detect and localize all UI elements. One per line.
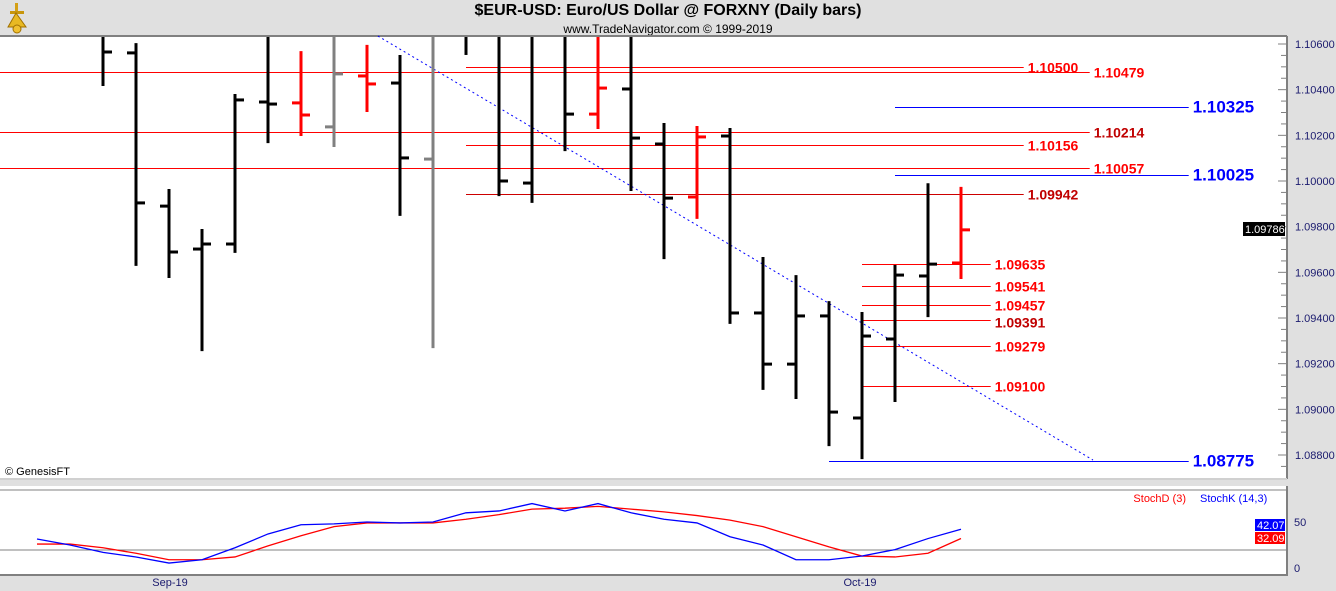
ohlc-bar bbox=[622, 37, 640, 192]
chart-title: $EUR-USD: Euro/US Dollar @ FORXNY (Daily… bbox=[475, 2, 862, 19]
ohlc-bar bbox=[952, 186, 970, 279]
level-label: 1.10325 bbox=[1193, 98, 1254, 117]
ohlc-bar bbox=[688, 125, 706, 219]
ohlc-bar bbox=[101, 37, 112, 87]
ohlc-bar bbox=[563, 37, 574, 152]
last-price: 1.09786 bbox=[1245, 224, 1285, 236]
svg-text:32.09: 32.09 bbox=[1257, 533, 1285, 545]
level-label: 1.09457 bbox=[995, 298, 1046, 314]
level-label: 1.10479 bbox=[1094, 65, 1145, 81]
price-tick-label: 1.10400 bbox=[1295, 85, 1335, 97]
level-label: 1.10057 bbox=[1094, 161, 1145, 177]
ohlc-bar bbox=[391, 54, 409, 216]
ohlc-bar bbox=[754, 257, 772, 390]
price-tick-label: 1.08800 bbox=[1295, 450, 1335, 462]
trendline-dotted bbox=[377, 35, 1094, 461]
ohlc-bar bbox=[160, 188, 178, 279]
level-label: 1.10500 bbox=[1028, 60, 1079, 76]
price-tick-label: 1.09000 bbox=[1295, 404, 1335, 416]
ohlc-bar bbox=[325, 37, 343, 147]
level-label: 1.08775 bbox=[1193, 452, 1254, 471]
price-tick-label: 1.09400 bbox=[1295, 313, 1335, 325]
stochd-line bbox=[37, 505, 962, 561]
price-tick-label: 1.09800 bbox=[1295, 222, 1335, 234]
level-label: 1.10156 bbox=[1028, 138, 1079, 154]
level-label: 1.09391 bbox=[995, 315, 1046, 331]
chart-subtitle: www.TradeNavigator.com © 1999-2019 bbox=[562, 22, 772, 36]
ohlc-bar bbox=[424, 37, 435, 349]
stochastic-lines bbox=[36, 502, 962, 564]
price-bars bbox=[101, 37, 970, 460]
level-label: 1.09635 bbox=[995, 257, 1046, 273]
ohlc-bar bbox=[886, 265, 904, 403]
level-label: 1.10025 bbox=[1193, 166, 1254, 185]
price-tick-label: 1.10600 bbox=[1295, 39, 1335, 51]
ohlc-bar bbox=[787, 275, 805, 400]
legend-stochd: StochD (3) bbox=[1133, 493, 1186, 505]
ohlc-bar bbox=[820, 301, 838, 447]
level-label: 1.10214 bbox=[1094, 125, 1145, 141]
ohlc-bar bbox=[193, 228, 211, 352]
stoch-tick-50: 50 bbox=[1294, 517, 1306, 529]
sextant-logo-icon bbox=[7, 3, 27, 34]
date-tick-sep: Sep-19 bbox=[152, 577, 187, 589]
ohlc-bar bbox=[655, 123, 673, 260]
svg-text:42.07: 42.07 bbox=[1257, 520, 1285, 532]
legend-stochk: StochK (14,3) bbox=[1200, 493, 1267, 505]
level-label: 1.09541 bbox=[995, 279, 1046, 295]
ohlc-bar bbox=[226, 94, 244, 253]
ohlc-bar bbox=[292, 51, 310, 137]
ohlc-bar bbox=[721, 128, 739, 324]
ohlc-bar bbox=[358, 44, 376, 113]
ohlc-bar bbox=[589, 37, 607, 129]
date-tick-oct: Oct-19 bbox=[843, 577, 876, 589]
stochd-value-badge: 32.09 bbox=[1255, 532, 1285, 545]
price-tick-label: 1.09200 bbox=[1295, 359, 1335, 371]
ohlc-bar bbox=[127, 43, 145, 266]
price-tick-label: 1.10000 bbox=[1295, 176, 1335, 188]
ohlc-bar bbox=[497, 37, 508, 197]
level-label: 1.09100 bbox=[995, 379, 1046, 395]
copyright: © GenesisFT bbox=[5, 466, 70, 478]
ohlc-bar bbox=[259, 37, 277, 144]
level-lines: 1.10479 1.10214 1.10057 1.10500 1.10156 1.099… bbox=[0, 60, 1254, 471]
stochastic-panel bbox=[0, 486, 1287, 575]
ohlc-bar bbox=[853, 312, 871, 460]
level-label: 1.09942 bbox=[1028, 187, 1079, 203]
trendline bbox=[377, 35, 1094, 461]
last-price-badge: 1.09786 bbox=[1243, 222, 1285, 236]
price-tick-label: 1.10200 bbox=[1295, 130, 1335, 142]
level-label: 1.09279 bbox=[995, 339, 1046, 355]
stochk-value-badge: 42.07 bbox=[1255, 519, 1285, 532]
price-panel bbox=[0, 36, 1287, 478]
price-tick-label: 1.09600 bbox=[1295, 267, 1335, 279]
ohlc-bar bbox=[919, 183, 937, 318]
stochk-line bbox=[36, 502, 962, 564]
stoch-tick-0: 0 bbox=[1294, 563, 1300, 575]
ohlc-bar bbox=[523, 37, 534, 203]
price-axis: 1.10600 1.10400 1.10200 1.10000 1.09800 1.096… bbox=[1278, 39, 1335, 467]
